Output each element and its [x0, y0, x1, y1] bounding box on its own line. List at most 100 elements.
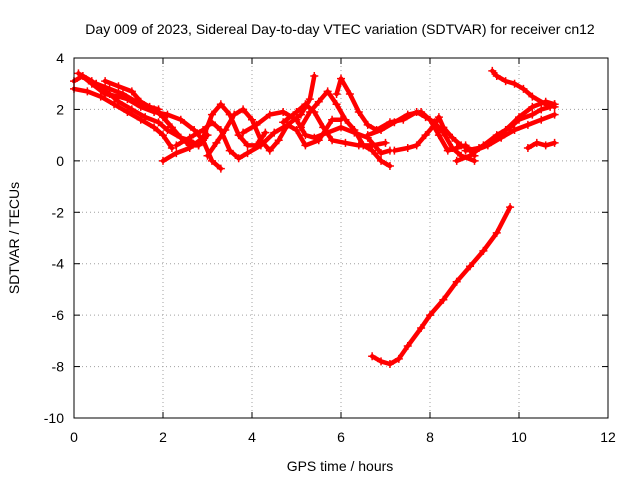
data-point	[488, 136, 497, 145]
data-point	[550, 138, 559, 147]
data-point	[212, 138, 221, 147]
y-tick-label: 4	[56, 50, 64, 66]
data-point	[510, 79, 519, 88]
data-point	[292, 126, 301, 134]
x-tick-label: 6	[337, 429, 345, 445]
data-point	[207, 118, 216, 127]
data-point	[243, 141, 252, 150]
data-point	[439, 123, 448, 132]
data-point	[417, 108, 426, 116]
data-point	[163, 126, 172, 134]
data-point	[225, 146, 234, 155]
data-point	[412, 141, 421, 150]
data-point	[523, 144, 532, 152]
data-point	[363, 131, 372, 140]
data-point	[430, 120, 439, 129]
data-point	[528, 92, 537, 101]
data-point	[234, 154, 243, 163]
data-point	[377, 126, 386, 134]
data-point	[479, 246, 488, 255]
data-point	[359, 141, 368, 150]
data-point	[474, 144, 483, 152]
data-point	[279, 118, 288, 127]
data-point	[176, 115, 185, 124]
data-point	[332, 90, 341, 98]
data-point	[506, 203, 515, 212]
data-point	[528, 102, 537, 111]
data-point	[550, 110, 559, 119]
data-point	[292, 115, 301, 124]
data-point	[354, 108, 363, 116]
data-point	[466, 151, 475, 160]
data-point	[74, 69, 83, 78]
data-point	[434, 113, 443, 122]
data-point	[323, 87, 332, 96]
y-tick-label: -2	[52, 204, 65, 220]
data-point	[403, 342, 412, 350]
data-point	[248, 115, 256, 124]
data-point	[319, 123, 328, 132]
y-tick-label: -6	[52, 307, 65, 323]
data-point	[439, 295, 448, 304]
data-point	[83, 87, 92, 96]
data-point	[501, 77, 510, 86]
data-point	[292, 108, 301, 116]
data-point	[265, 146, 274, 155]
data-point	[537, 105, 546, 114]
data-point	[199, 126, 208, 134]
data-point	[417, 324, 426, 332]
series-line	[525, 140, 557, 151]
data-point	[261, 128, 270, 137]
data-point	[110, 100, 119, 109]
data-point	[541, 141, 550, 150]
data-point	[279, 108, 288, 116]
data-point	[421, 131, 430, 140]
data-point	[368, 352, 377, 361]
data-point	[515, 113, 523, 122]
data-point	[185, 133, 194, 142]
data-point	[341, 115, 350, 124]
data-point	[159, 113, 167, 122]
series-line	[174, 73, 317, 161]
data-point	[154, 118, 163, 127]
data-point	[239, 128, 248, 137]
data-point	[537, 115, 546, 124]
data-point	[185, 144, 194, 152]
data-point	[270, 128, 279, 137]
data-point	[448, 133, 457, 142]
data-point	[252, 120, 261, 129]
data-point	[443, 146, 452, 155]
data-point	[452, 156, 461, 165]
data-point	[301, 141, 310, 150]
data-point	[328, 115, 337, 124]
data-point	[314, 97, 323, 106]
series-line	[365, 109, 477, 158]
data-point	[519, 84, 528, 93]
data-point	[305, 95, 314, 104]
chart-title: Day 009 of 2023, Sidereal Day-to-day VTE…	[85, 21, 595, 37]
x-tick-label: 0	[70, 429, 78, 445]
x-tick-label: 10	[511, 429, 527, 445]
data-point	[296, 123, 305, 132]
data-point	[403, 144, 412, 152]
data-point	[207, 156, 216, 165]
data-point	[92, 79, 101, 88]
x-tick-label: 8	[426, 429, 434, 445]
data-point	[265, 110, 274, 119]
data-point	[199, 133, 208, 142]
data-point	[385, 360, 394, 368]
data-point	[381, 138, 390, 147]
data-point	[101, 77, 110, 86]
data-point	[426, 115, 434, 124]
data-point	[461, 146, 470, 155]
data-point	[426, 311, 434, 320]
data-point	[301, 100, 310, 109]
data-point	[172, 141, 181, 150]
data-point	[345, 90, 354, 98]
data-point	[528, 110, 537, 119]
data-point	[203, 151, 212, 160]
data-point	[150, 123, 159, 132]
data-point	[541, 100, 550, 109]
data-point	[221, 126, 230, 134]
data-point	[101, 90, 110, 98]
